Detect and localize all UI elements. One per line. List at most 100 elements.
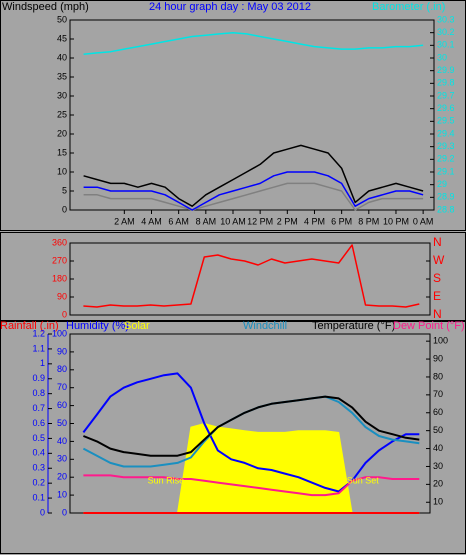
y2-tick-label: 40 <box>433 443 443 453</box>
series-line <box>83 244 420 308</box>
y2-tick-label: 60 <box>433 407 443 417</box>
y2-tick-label: 30.3 <box>437 14 455 24</box>
y3-tick-label: 0.3 <box>32 463 45 473</box>
y2-tick-label: 90 <box>433 353 443 363</box>
x-tick-label: 4 PM <box>304 216 325 226</box>
y2-tick-label: 100 <box>433 336 448 346</box>
legend-dew-point: Dew Point (°F) <box>393 320 465 332</box>
y2-tick-label: S <box>433 271 441 285</box>
y2-tick-label: 29.3 <box>437 141 455 151</box>
annotation: Sun Rise <box>148 475 185 485</box>
y2-tick-label: 30 <box>433 461 443 471</box>
y-tick-label: 20 <box>57 472 67 482</box>
y-tick-label: 100 <box>52 328 67 338</box>
x-tick-label: 10 PM <box>383 216 409 226</box>
y-tick-label: 5 <box>62 185 67 195</box>
y-tick-label: 0 <box>62 309 67 319</box>
series-line <box>83 144 424 207</box>
legend-humidity: Humidity (%) <box>66 320 129 332</box>
x-tick-label: 4 AM <box>141 216 162 226</box>
y-tick-label: 70 <box>57 382 67 392</box>
y3-tick-label: 0.8 <box>32 388 45 398</box>
legend-temperature: Temperature (°F) <box>312 320 395 332</box>
y-tick-label: 180 <box>52 273 67 283</box>
series-line <box>83 171 424 211</box>
y-tick-label: 60 <box>57 400 67 410</box>
x-tick-label: 6 PM <box>331 216 352 226</box>
y2-tick-label: W <box>433 253 445 267</box>
y2-tick-label: 29.8 <box>437 78 455 88</box>
y2-tick-label: 30.2 <box>437 27 455 37</box>
x-tick-label: 0 AM <box>413 216 434 226</box>
y-tick-label: 15 <box>57 147 67 157</box>
y3-tick-label: 0.9 <box>32 373 45 383</box>
y-tick-label: 20 <box>57 128 67 138</box>
series-line <box>83 182 424 211</box>
y3-tick-label: 0 <box>40 507 45 517</box>
y2-tick-label: 29.9 <box>437 65 455 75</box>
legend-solar: Solar <box>124 320 150 332</box>
y2-tick-label: 20 <box>433 479 443 489</box>
y2-tick-label: 29.2 <box>437 154 455 164</box>
series-line <box>83 395 420 457</box>
y2-tick-label: N <box>433 307 442 321</box>
legend-windchill: Windchill <box>243 320 287 332</box>
y2-tick-label: E <box>433 289 441 303</box>
legend-rainfall: Rainfall (.in) <box>0 320 59 332</box>
y2-tick-label: 29.6 <box>437 103 455 113</box>
y-tick-label: 0 <box>62 204 67 214</box>
x-tick-label: 6 AM <box>168 216 189 226</box>
y-tick-label: 90 <box>57 346 67 356</box>
y3-tick-label: 0.6 <box>32 418 45 428</box>
y3-tick-label: 1 <box>40 358 45 368</box>
x-tick-label: 8 AM <box>196 216 217 226</box>
x-tick-label: 10 AM <box>220 216 246 226</box>
y2-tick-label: 29.5 <box>437 116 455 126</box>
y3-tick-label: 1.2 <box>32 328 45 338</box>
y2-tick-label: 29 <box>437 179 447 189</box>
y2-axis-title: Barometer (.in) <box>372 1 445 13</box>
y2-tick-label: 10 <box>433 497 443 507</box>
y2-tick-label: 30 <box>437 52 447 62</box>
y-tick-label: 10 <box>57 166 67 176</box>
x-tick-label: 12 PM <box>247 216 273 226</box>
y-tick-label: 40 <box>57 52 67 62</box>
series-line <box>83 31 424 55</box>
y-tick-label: 35 <box>57 71 67 81</box>
y-tick-label: 10 <box>57 489 67 499</box>
x-tick-label: 2 AM <box>114 216 135 226</box>
y-tick-label: 45 <box>57 33 67 43</box>
series-line <box>83 474 420 497</box>
y-tick-label: 50 <box>57 14 67 24</box>
y-tick-label: 25 <box>57 109 67 119</box>
series-line <box>82 372 420 493</box>
y2-tick-label: 29.7 <box>437 90 455 100</box>
y-tick-label: 270 <box>52 255 67 265</box>
y2-tick-label: 28.8 <box>437 204 455 214</box>
y2-tick-label: 29.4 <box>437 128 455 138</box>
y-tick-label: 80 <box>57 364 67 374</box>
y-tick-label: 0 <box>62 507 67 517</box>
chart-title: 24 hour graph day : May 03 2012 <box>149 1 311 13</box>
panel-frame <box>0 0 466 231</box>
y2-tick-label: 70 <box>433 389 443 399</box>
y-tick-label: 30 <box>57 90 67 100</box>
y-tick-label: 40 <box>57 436 67 446</box>
y2-tick-label: 28.9 <box>437 192 455 202</box>
x-tick-label: 8 PM <box>358 216 379 226</box>
y3-tick-label: 1.1 <box>32 343 45 353</box>
y-tick-label: 90 <box>57 291 67 301</box>
y3-tick-label: 0.7 <box>32 403 45 413</box>
y2-tick-label: 30.1 <box>437 40 455 50</box>
y-tick-label: 30 <box>57 454 67 464</box>
y2-tick-label: 80 <box>433 371 443 381</box>
y3-tick-label: 0.2 <box>32 478 45 488</box>
y-axis-title: Windspeed (mph) <box>2 1 89 13</box>
y3-tick-label: 0.4 <box>32 448 45 458</box>
y3-tick-label: 0.5 <box>32 433 45 443</box>
y2-tick-label: N <box>433 235 442 249</box>
y2-tick-label: 29.1 <box>437 166 455 176</box>
annotation: Sun Set <box>347 475 380 485</box>
y-tick-label: 50 <box>57 418 67 428</box>
